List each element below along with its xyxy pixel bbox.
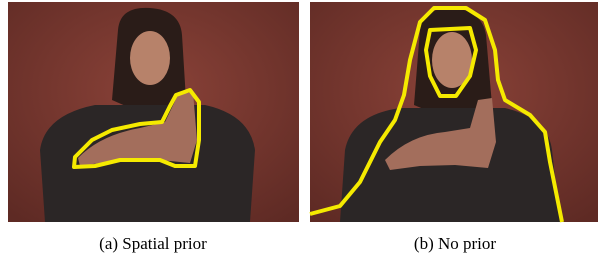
panel-b [310,2,598,222]
caption: (b) No prior [414,234,496,253]
figure: (a) Spatial prior (b) No prior [0,0,607,260]
page: {"figure": {"panels": [{"caption": "(a) … [0,0,607,260]
panel-a [8,2,299,222]
caption: (a) Spatial prior [99,234,207,253]
face [130,31,170,85]
